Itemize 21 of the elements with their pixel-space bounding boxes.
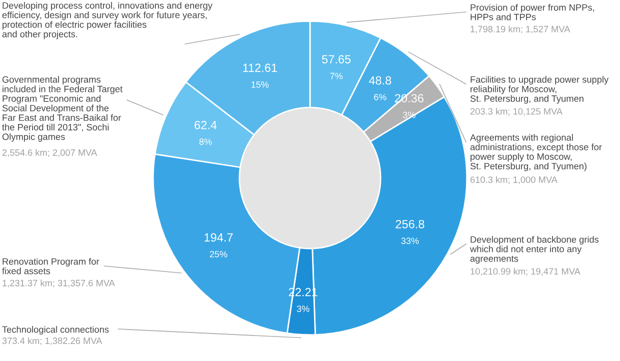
slice-label: Development of backbone grids which did not enter into any agreements [470, 236, 599, 264]
text: 10,210.99 km; 19,471 MVA [470, 268, 580, 276]
slice-label: Provision of power from NPPs, HPPs and TPPs [470, 4, 594, 20]
slice-label: Agreements with regional administrations, except those for power supply to Moscow, St. Petersburg, and Tyumen) [470, 134, 602, 172]
slice-label: Facilities to upgrade power supply reliability for Moscow, St. Petersburg, and Tyumen [470, 76, 609, 104]
data-label: 256.8 33% [396, 220, 424, 244]
text: 1,231.37 km; 31,357.6 MVA [2, 280, 115, 288]
data-label: 48.8 6% [368, 76, 392, 100]
data-label: 57.65 7% [322, 55, 351, 80]
data-label: 194.7 25% [204, 233, 233, 258]
slice-label: Developing process control, innovations and energy efficiency, design and survey work for future years, protection of electric power facilities and other projects. [2, 2, 212, 40]
slice-label: Renovation Program for fixed assets [2, 258, 100, 274]
text: 2,554.6 km; 2,007 MVA [2, 149, 98, 157]
data-label: 62.4 8% [194, 120, 217, 145]
data-label: 112.61 15% [243, 64, 277, 88]
text: 1,798.19 km; 1,527 MVA [470, 26, 570, 34]
text: 203.3 km; 10,125 MVA [470, 108, 563, 116]
slice-label: Governmental programs included in the Federal Target Program "Economic and Social Development of the Far East and Trans-Baikal for the Period till 2013", Sochi Olympic games [2, 76, 123, 142]
slice-label: Technological connections [2, 326, 109, 335]
text: 373.4 km; 1,382.26 MVA [2, 337, 102, 346]
text: 610.3 km; 1,000 MVA [470, 176, 558, 184]
